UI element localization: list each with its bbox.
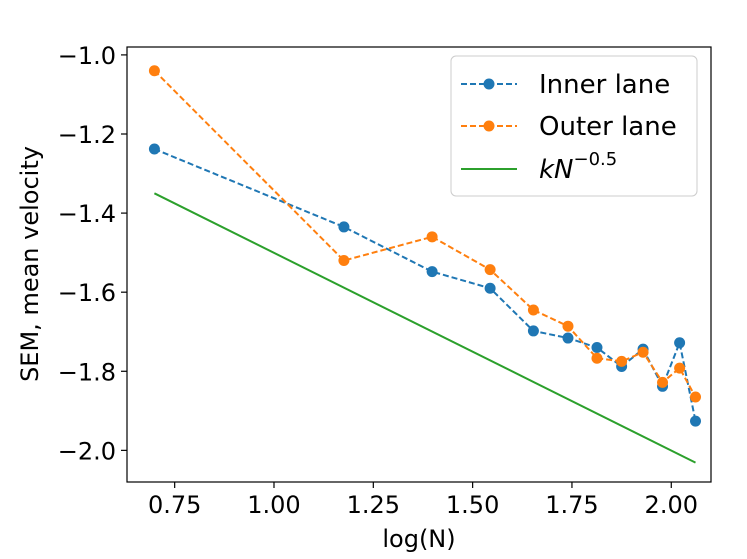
y-tick-label: −1.4 xyxy=(58,200,116,228)
legend-label: kN−0.5 xyxy=(539,149,617,185)
legend-entry-1: Outer lane xyxy=(461,112,677,142)
y-tick-label: −2.0 xyxy=(58,437,116,465)
data-point xyxy=(637,346,649,358)
data-point xyxy=(527,304,539,316)
data-point xyxy=(148,65,160,77)
plot-frame xyxy=(126,46,712,483)
legend: Inner lane Outer lane kN−0.5 xyxy=(450,55,698,197)
data-point xyxy=(591,352,603,364)
y-tick-label: −1.6 xyxy=(58,279,116,307)
data-point xyxy=(148,143,160,155)
series-line-2 xyxy=(153,192,696,464)
y-axis: −1.0 −1.2 −1.4 −1.6 −1.8 −2.0 xyxy=(58,42,127,465)
data-point xyxy=(426,231,438,243)
x-tick-label: 1.75 xyxy=(545,491,598,519)
data-point xyxy=(562,320,574,332)
data-point xyxy=(562,332,574,344)
legend-entry-0: Inner lane xyxy=(461,70,670,100)
x-axis-label: log(N) xyxy=(382,525,455,553)
data-point xyxy=(338,255,350,267)
legend-frame xyxy=(450,55,698,197)
series-2 xyxy=(153,192,696,464)
legend-entry-2: kN−0.5 xyxy=(461,149,617,185)
x-tick-label: 0.75 xyxy=(148,491,201,519)
y-axis-label: SEM, mean velocity xyxy=(16,146,44,382)
legend-marker xyxy=(483,120,495,132)
data-point xyxy=(527,325,539,337)
y-tick-label: −1.0 xyxy=(58,42,116,70)
legend-label: Outer lane xyxy=(539,112,677,142)
data-point xyxy=(426,266,438,278)
data-point xyxy=(657,376,669,388)
data-point xyxy=(338,221,350,233)
data-point xyxy=(616,355,628,367)
data-point xyxy=(674,337,686,349)
y-tick-label: −1.2 xyxy=(58,121,116,149)
legend-marker xyxy=(483,78,495,90)
x-tick-label: 1.00 xyxy=(247,491,300,519)
x-axis: 0.75 1.00 1.25 1.50 1.75 2.00 xyxy=(148,482,698,519)
series-line-1 xyxy=(153,70,697,398)
legend-label: Inner lane xyxy=(539,70,670,100)
x-tick-label: 1.25 xyxy=(347,491,400,519)
series-1 xyxy=(148,65,702,403)
y-tick-label: −1.8 xyxy=(58,358,116,386)
data-point xyxy=(690,415,702,427)
x-tick-label: 2.00 xyxy=(645,491,698,519)
series-layer xyxy=(148,65,702,464)
data-point xyxy=(674,362,686,374)
x-tick-label: 1.50 xyxy=(446,491,499,519)
data-point xyxy=(591,342,603,354)
data-point xyxy=(484,282,496,294)
data-point xyxy=(484,264,496,276)
data-point xyxy=(690,391,702,403)
